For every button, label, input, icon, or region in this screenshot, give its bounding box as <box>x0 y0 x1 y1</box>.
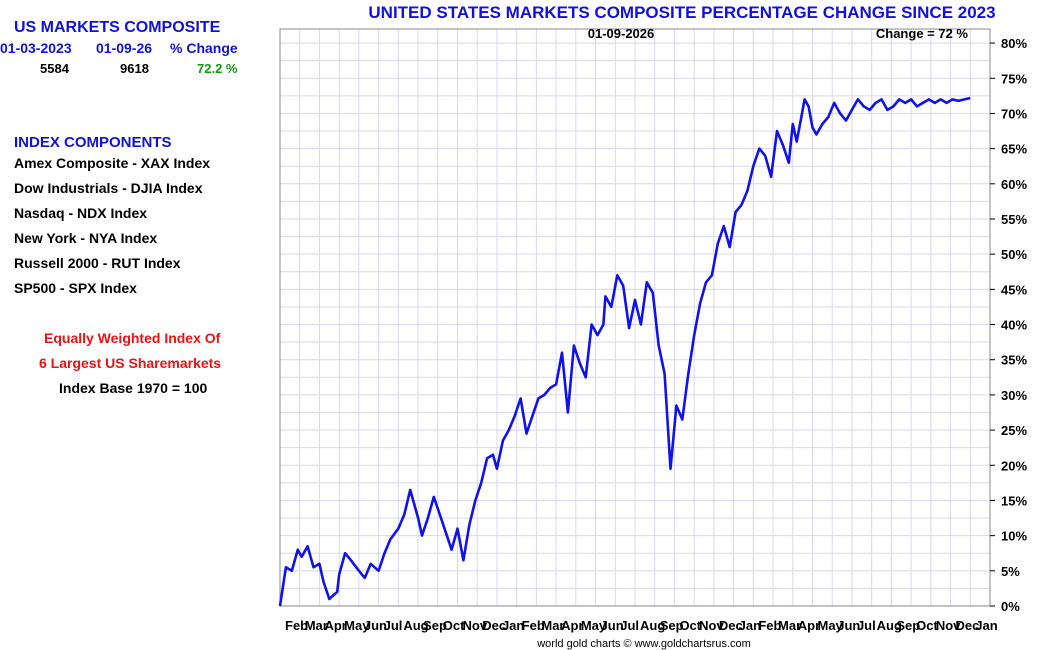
component-item: Amex Composite - XAX Index <box>14 155 211 171</box>
y-tick-label: 5% <box>1001 564 1020 579</box>
y-axis: 0% 5% 10% 15% 20% 25% 30% 35% 40% 45% 50% 55% 60% 65%… <box>990 36 1027 614</box>
x-tick-label: Aug <box>403 618 428 633</box>
y-tick-label: 0% <box>1001 599 1020 614</box>
composite-heading: US MARKETS COMPOSITE <box>14 19 221 36</box>
start-value: 5584 <box>40 61 69 76</box>
composite-series-line <box>278 96 971 607</box>
components-heading: INDEX COMPONENTS <box>14 134 172 151</box>
component-item: New York - NYA Index <box>14 230 158 246</box>
x-tick-label: Jun <box>837 618 860 633</box>
note-line-1: Equally Weighted Index Of <box>44 330 221 346</box>
y-tick-label: 80% <box>1001 36 1027 51</box>
x-tick-label: May <box>344 618 370 633</box>
chart-title: UNITED STATES MARKETS COMPOSITE PERCENTA… <box>368 3 995 22</box>
x-tick-label: Jan <box>739 618 761 633</box>
component-item: Dow Industrials - DJIA Index <box>14 180 203 196</box>
y-tick-label: 75% <box>1001 71 1027 86</box>
x-tick-label: Mar <box>778 618 801 633</box>
y-tick-label: 15% <box>1001 493 1027 508</box>
x-tick-label: Jan <box>975 618 997 633</box>
end-value: 9618 <box>120 61 149 76</box>
note-line-3: Index Base 1970 = 100 <box>59 380 208 396</box>
chart-date: 01-09-2026 <box>588 26 655 41</box>
x-tick-label: Jun <box>364 618 387 633</box>
x-tick-label: Oct <box>916 618 938 633</box>
x-tick-label: Apr <box>324 618 346 633</box>
x-tick-label: Sep <box>423 618 447 633</box>
component-item: SP500 - SPX Index <box>14 280 137 296</box>
y-tick-label: 65% <box>1001 142 1027 157</box>
x-tick-label: Jan <box>502 618 524 633</box>
x-tick-label: Sep <box>896 618 920 633</box>
x-tick-label: Nov <box>699 618 724 633</box>
x-tick-label: Nov <box>463 618 488 633</box>
x-tick-label: Dec <box>482 618 506 633</box>
change-value: 72.2 % <box>197 61 238 76</box>
chart-change: Change = 72 % <box>876 26 969 41</box>
component-item: Nasdaq - NDX Index <box>14 205 148 221</box>
x-tick-label: Jul <box>384 618 403 633</box>
x-tick-label: Apr <box>798 618 820 633</box>
plot-frame <box>279 28 991 607</box>
x-tick-label: Jul <box>620 618 639 633</box>
end-date-header: 01-09-26 <box>96 40 153 56</box>
y-tick-label: 40% <box>1001 318 1027 333</box>
x-tick-label: Dec <box>719 618 743 633</box>
y-tick-label: 25% <box>1001 423 1027 438</box>
y-tick-label: 30% <box>1001 388 1027 403</box>
y-tick-label: 60% <box>1001 177 1027 192</box>
y-tick-label: 10% <box>1001 529 1027 544</box>
x-tick-label: Mar <box>305 618 328 633</box>
x-tick-label: Feb <box>758 618 781 633</box>
note-line-2: 6 Largest US Sharemarkets <box>39 355 222 371</box>
start-date-header: 01-03-2023 <box>0 40 72 56</box>
y-tick-label: 45% <box>1001 282 1027 297</box>
x-tick-label: May <box>818 618 844 633</box>
x-tick-label: Sep <box>660 618 684 633</box>
y-tick-label: 35% <box>1001 353 1027 368</box>
x-tick-label: Nov <box>936 618 961 633</box>
x-tick-label: Feb <box>285 618 308 633</box>
x-tick-label: May <box>581 618 607 633</box>
x-tick-label: Oct <box>679 618 701 633</box>
y-tick-label: 20% <box>1001 458 1027 473</box>
x-tick-label: Jul <box>857 618 876 633</box>
change-header: % Change <box>170 40 238 56</box>
component-item: Russell 2000 - RUT Index <box>14 255 181 271</box>
y-tick-label: 70% <box>1001 106 1027 121</box>
grid <box>280 29 990 606</box>
x-tick-label: Jun <box>601 618 624 633</box>
x-tick-label: Apr <box>561 618 583 633</box>
y-tick-label: 50% <box>1001 247 1027 262</box>
x-tick-label: Mar <box>541 618 564 633</box>
x-tick-label: Aug <box>640 618 665 633</box>
x-tick-label: Aug <box>877 618 902 633</box>
chart-footer: world gold charts © www.goldchartsrus.co… <box>536 638 751 650</box>
x-tick-label: Dec <box>956 618 980 633</box>
x-tick-label: Oct <box>443 618 465 633</box>
x-tick-label: Feb <box>522 618 545 633</box>
y-tick-label: 55% <box>1001 212 1027 227</box>
